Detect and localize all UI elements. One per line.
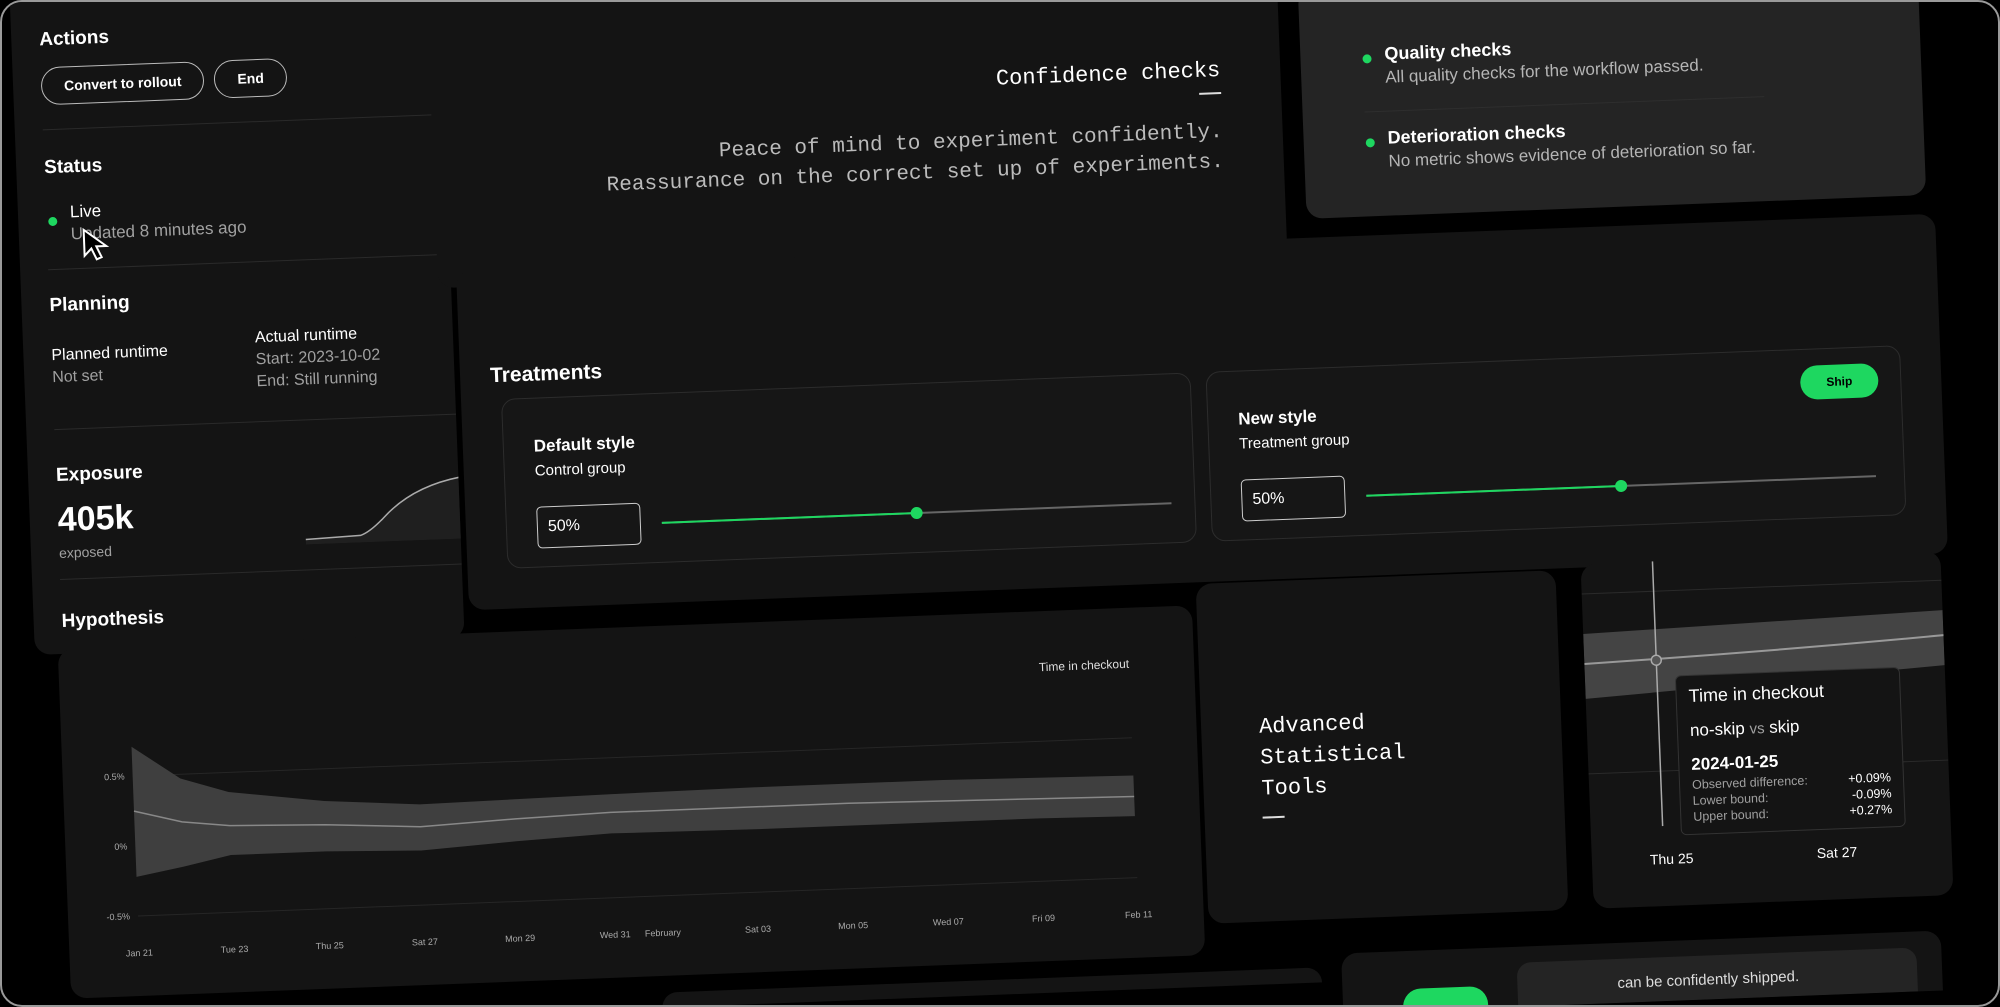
row-label: Upper bound: [1693,806,1770,824]
exposure-value: 405k [57,498,135,540]
exposure-unit: exposed [58,542,113,562]
x-tick-label: Sat 27 [412,937,438,948]
gridline [137,877,1138,917]
x-tick-label: Fri 09 [1032,913,1055,924]
x-tick-label: February [645,927,682,938]
divider [42,113,445,131]
x-tick-label: Wed 31 [600,929,631,940]
treatments-card: Treatments Default style Control group 5… [456,213,1948,611]
x-tick-label: Mon 05 [838,920,868,931]
allocation-slider[interactable] [1366,475,1876,497]
slider-handle[interactable] [910,506,923,520]
time-in-checkout-chart: Time in checkout 0.5% 0% -0.5% Jan 21 Tue 23 T… [104,657,1153,959]
variant-b: skip [1768,716,1800,737]
status-value: Live [69,201,102,222]
row-value: -0.09% [1851,786,1892,802]
advanced-title-line: Tools [1261,774,1328,802]
treatment-group-new: New style Treatment group 50% Ship [1205,345,1907,542]
data-tooltip: Time in checkout no-skip vs skip 2024-01… [1674,666,1906,836]
group-role: Control group [534,459,626,480]
ship-summary-card: can be confidently shipped. [1341,930,1943,1005]
y-tick-label: -0.5% [106,911,130,922]
tooltip-chart-card: Thu 25 Sat 27 Time in checkout no-skip v… [1580,550,1954,909]
confidence-checks-title: Confidence checks [995,58,1221,92]
slider-fill [661,512,917,524]
vs-label: vs [1749,720,1765,738]
row-value: +0.27% [1849,802,1893,818]
planned-runtime-label: Planned runtime [51,342,169,365]
experiment-sidebar: Actions Convert to rollout End Status Li… [9,2,465,656]
exposure-sparkline [305,475,465,545]
title-underline [1199,92,1222,95]
tooltip-metric: Time in checkout [1688,680,1825,706]
actual-runtime-end: End: Still running [256,368,378,391]
x-tick-label: Thu 25 [316,940,344,951]
group-name: Default style [533,432,636,456]
end-button[interactable]: End [213,57,288,99]
planning-heading: Planning [49,292,131,317]
shipped-text: can be confidently shipped. [1617,967,1800,992]
gridline [1581,579,1942,595]
advanced-tools-card: Advanced Statistical Tools [1195,570,1569,924]
x-tick-label: Tue 23 [221,944,249,955]
ship-badge[interactable] [1402,985,1489,1005]
allocation-input[interactable]: 50% [1240,475,1347,522]
crosshair [1651,561,1664,827]
slider-handle[interactable] [1614,479,1628,493]
chart-title: Time in checkout [1039,657,1130,674]
treatment-group-control: Default style Control group 50% [500,372,1197,569]
x-tick-label: Feb 11 [1125,909,1153,920]
slider-fill [1366,484,1622,497]
allocation-slider[interactable] [661,502,1172,524]
x-tick-label: Jan 21 [126,947,153,958]
confidence-band [131,746,1135,877]
quality-checks-title: Quality checks [1383,38,1512,64]
actions-heading: Actions [38,26,110,51]
estimate-line [1584,634,1944,665]
exposure-heading: Exposure [55,461,143,487]
checks-card: Quality checks All quality checks for th… [1297,2,1927,219]
quality-check-status-dot [1362,54,1372,64]
time-in-checkout-chart-card: Time in checkout 0.5% 0% -0.5% Jan 21 Tue 23 T… [57,605,1206,999]
allocation-input[interactable]: 50% [536,502,642,549]
advanced-title-line: Statistical [1259,740,1406,771]
treatments-title: Treatments [489,360,603,388]
gridline [132,737,1132,777]
title-underline [1262,815,1285,819]
ship-button[interactable]: Ship [1799,363,1879,400]
x-tick-label: Mon 29 [505,933,535,944]
variant-a: no-skip [1689,718,1746,740]
deterioration-checks-title: Deterioration checks [1387,120,1566,148]
group-role: Treatment group [1238,431,1350,453]
mouse-cursor-icon [82,227,110,261]
y-tick-label: 0% [114,841,127,851]
tooltip-chart [1581,561,1949,827]
actual-runtime-start: Start: 2023-10-02 [255,346,381,369]
deterioration-check-status-dot [1365,138,1375,148]
group-name: New style [1237,406,1318,429]
row-value: +0.09% [1847,770,1892,786]
estimate-line [133,795,1135,828]
divider [60,563,462,580]
convert-to-rollout-button[interactable]: Convert to rollout [40,61,206,106]
planned-runtime-value: Not set [51,367,104,387]
divider [1364,96,1765,113]
status-heading: Status [43,155,103,179]
y-tick-label: 0.5% [104,771,125,782]
hover-point[interactable] [1650,654,1663,666]
ship-summary-panel: can be confidently shipped. [1516,947,1918,1005]
actual-runtime-label: Actual runtime [254,325,358,347]
x-tick-label: Wed 07 [933,916,964,927]
x-tick-label: Sat 03 [745,924,771,935]
x-tick: Sat 27 [1816,843,1858,862]
live-status-dot [48,216,58,227]
divider [54,413,457,431]
x-tick: Thu 25 [1649,849,1694,868]
hypothesis-heading: Hypothesis [61,607,165,632]
confidence-band [1583,610,1945,699]
bottom-card [661,967,1323,1005]
